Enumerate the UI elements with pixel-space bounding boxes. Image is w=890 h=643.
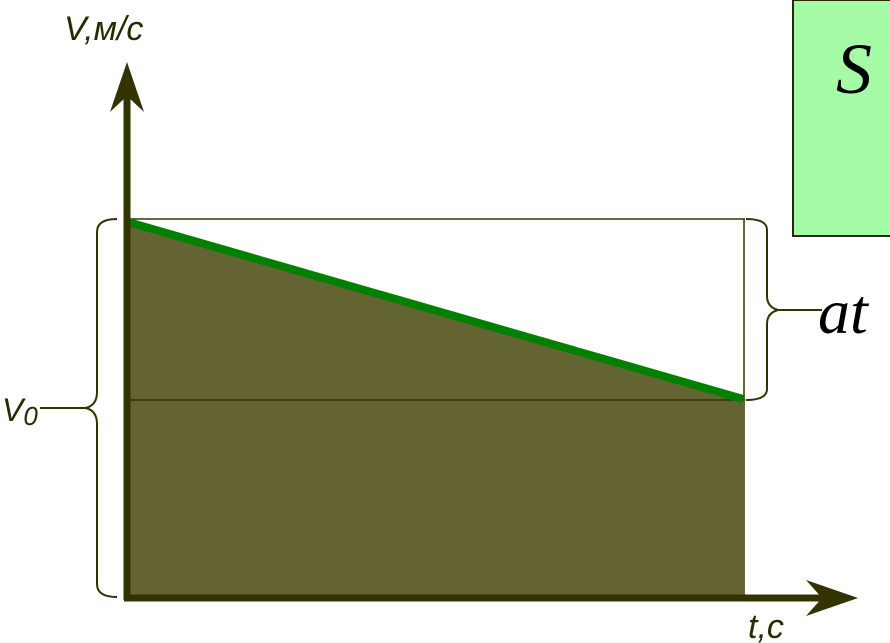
formula-box (792, 0, 890, 237)
velocity-line (126, 218, 745, 403)
v0-label-sub: 0 (23, 401, 38, 431)
v0-brace (82, 218, 118, 598)
y-axis-label: V,м/с (64, 10, 143, 48)
y-axis-arrow-icon (110, 62, 144, 112)
formula-box-text: S (836, 29, 872, 109)
x-axis-label: t,с (748, 608, 784, 643)
v0-label: V0 (2, 392, 38, 431)
x-axis-arrow-icon (806, 580, 858, 616)
at-brace (745, 218, 782, 401)
area-under-graph (127, 220, 743, 597)
at-label: at (818, 276, 870, 347)
v0-label-main: V (2, 392, 26, 428)
